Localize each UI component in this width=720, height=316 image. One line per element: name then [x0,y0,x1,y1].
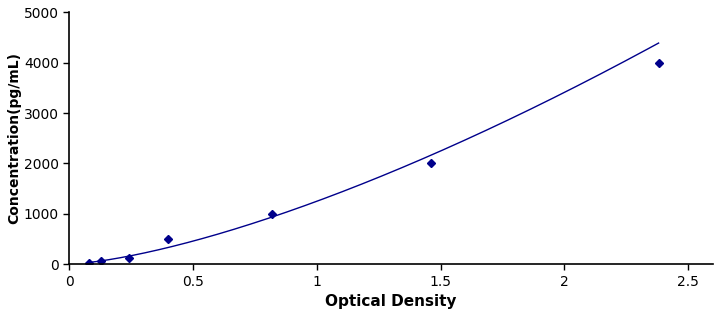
Y-axis label: Concentration(pg/mL): Concentration(pg/mL) [7,52,21,224]
X-axis label: Optical Density: Optical Density [325,294,457,309]
